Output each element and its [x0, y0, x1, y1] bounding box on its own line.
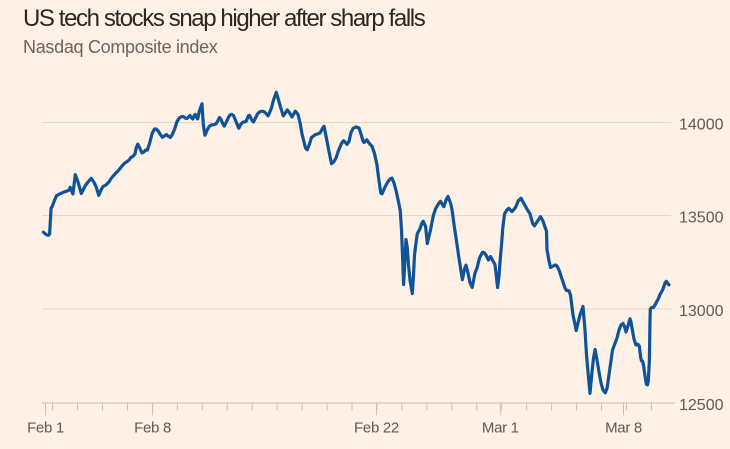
svg-text:Mar 1: Mar 1	[482, 420, 519, 437]
svg-text:Mar 8: Mar 8	[605, 420, 642, 437]
svg-text:Feb 8: Feb 8	[134, 420, 171, 437]
svg-text:14000: 14000	[679, 117, 724, 134]
svg-text:Feb 22: Feb 22	[354, 420, 399, 437]
svg-text:Feb 1: Feb 1	[27, 420, 64, 437]
svg-text:12500: 12500	[679, 397, 724, 414]
svg-text:13500: 13500	[679, 210, 724, 227]
svg-text:13000: 13000	[679, 303, 724, 320]
